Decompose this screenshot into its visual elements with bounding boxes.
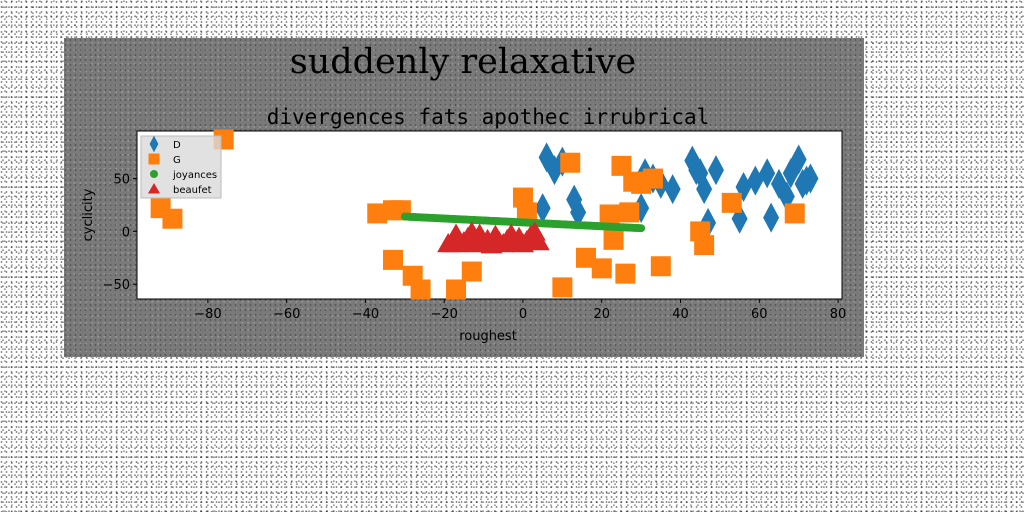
plot-area xyxy=(136,129,843,300)
data-point-G xyxy=(162,208,183,229)
data-point-G xyxy=(552,277,573,298)
x-tick-label: 40 xyxy=(672,307,689,322)
x-tick-label: −60 xyxy=(273,307,300,322)
data-point-D xyxy=(546,155,563,186)
y-tick-label: −50 xyxy=(103,278,130,293)
data-point-D xyxy=(802,163,819,194)
data-point-D xyxy=(696,174,713,205)
x-tick-label: 0 xyxy=(519,307,527,322)
data-point-G xyxy=(367,203,388,224)
figure-canvas: suddenly relaxative divergences fats apo… xyxy=(64,38,864,357)
legend-label-G: G xyxy=(173,155,181,166)
legend-marker-joyances xyxy=(150,170,158,178)
data-point-G xyxy=(446,279,467,300)
data-markers xyxy=(150,129,819,300)
x-axis: −80 −60 −40 −20 0 20 40 60 80 xyxy=(194,299,846,322)
data-point-D xyxy=(747,165,764,196)
data-point-D xyxy=(707,155,724,186)
data-point-D xyxy=(759,158,776,189)
data-point-G xyxy=(721,192,742,213)
y-axis-label: cyclicity xyxy=(81,188,96,241)
data-point-G xyxy=(642,168,663,189)
data-point-G xyxy=(516,202,537,223)
x-tick-label: −40 xyxy=(352,307,379,322)
data-point-G xyxy=(619,202,640,223)
plot-background xyxy=(136,130,843,300)
scatter-chart: suddenly relaxative divergences fats apo… xyxy=(81,42,846,344)
legend-label-beaufet: beaufet xyxy=(173,185,212,196)
data-point-G xyxy=(575,247,596,268)
data-point-G xyxy=(410,279,431,300)
x-tick-label: 80 xyxy=(830,307,847,322)
data-point-joyances xyxy=(637,224,646,233)
x-axis-label: roughest xyxy=(459,329,517,344)
data-point-G xyxy=(694,235,715,256)
y-tick-label: 0 xyxy=(122,225,130,240)
legend-label-D: D xyxy=(173,140,181,151)
data-point-D xyxy=(763,202,780,233)
chart-suptitle: suddenly relaxative xyxy=(290,42,637,82)
data-point-G xyxy=(603,229,624,250)
data-point-G xyxy=(591,258,612,279)
data-point-G xyxy=(383,249,404,270)
y-tick-label: 50 xyxy=(113,173,130,188)
x-tick-label: −80 xyxy=(194,307,221,322)
data-point-D xyxy=(664,174,681,205)
data-point-D xyxy=(570,197,587,228)
data-point-beaufet xyxy=(460,221,483,241)
x-tick-label: −20 xyxy=(430,307,457,322)
data-point-D xyxy=(538,142,555,173)
x-tick-label: 20 xyxy=(593,307,610,322)
data-point-G xyxy=(650,256,671,277)
legend-label-joyances: joyances xyxy=(172,170,217,181)
data-point-G xyxy=(784,203,805,224)
data-point-beaufet xyxy=(527,230,550,251)
data-point-D xyxy=(534,193,551,224)
legend-marker-D xyxy=(149,135,159,153)
data-point-G xyxy=(560,152,581,173)
data-point-beaufet xyxy=(437,233,460,253)
legend-marker-G xyxy=(148,153,160,165)
data-point-G xyxy=(615,263,636,284)
data-point-G xyxy=(611,155,632,176)
chart-title: divergences fats apothec irrubrical xyxy=(267,105,710,129)
data-point-G xyxy=(599,204,620,225)
data-point-D xyxy=(790,144,807,175)
y-axis: −50 0 50 xyxy=(103,173,137,293)
data-point-G xyxy=(461,261,482,282)
x-tick-label: 60 xyxy=(751,307,768,322)
legend-marker-beaufet xyxy=(147,182,161,194)
